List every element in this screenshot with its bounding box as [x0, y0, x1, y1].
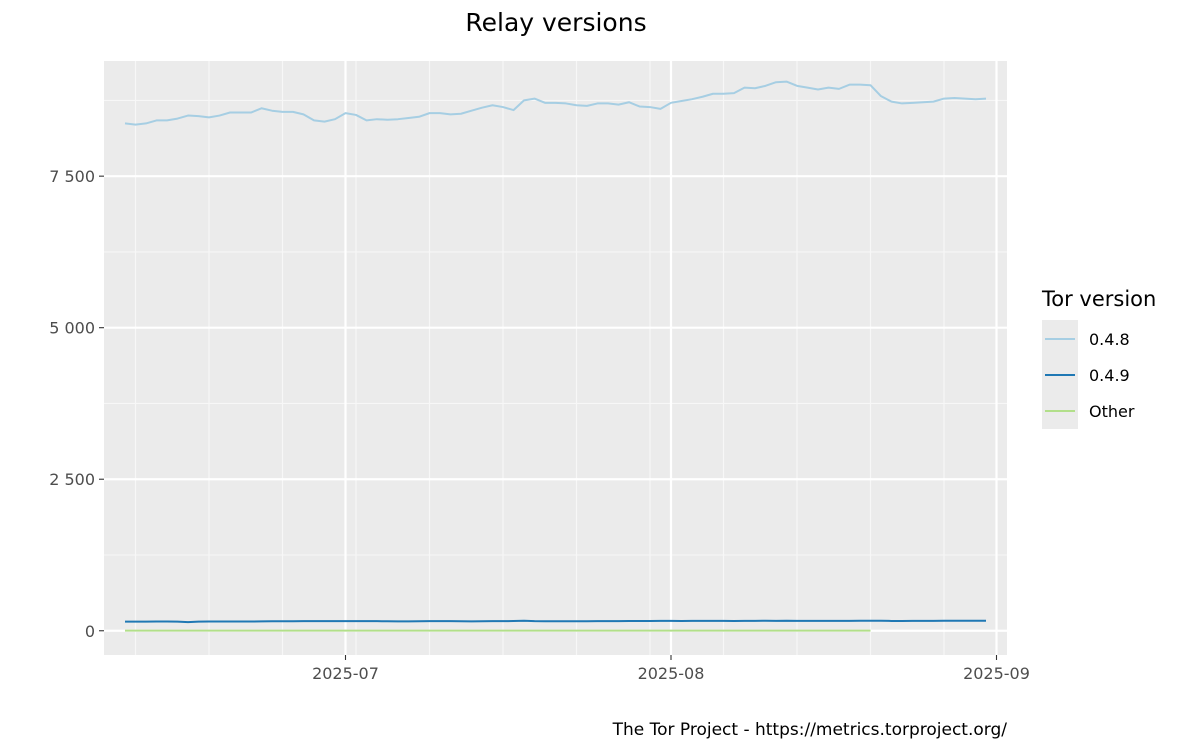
- legend-label-0-4-8: 0.4.8: [1089, 330, 1130, 349]
- legend-label-0-4-9: 0.4.9: [1089, 366, 1130, 385]
- x-tick-label: 2025-08: [638, 664, 705, 683]
- x-axis: 2025-07 2025-08 2025-09: [312, 655, 1030, 683]
- x-tick-label: 2025-09: [963, 664, 1030, 683]
- y-tick-label: 7 500: [49, 167, 95, 186]
- legend-title: Tor version: [1041, 287, 1156, 311]
- series-lines: [124, 80, 987, 632]
- legend: Tor version 0.4.8 0.4.9 Other: [1041, 287, 1156, 429]
- series-line-0-4-9: [125, 619, 986, 624]
- y-axis: 0 2 500 5 000 7 500: [49, 167, 104, 641]
- y-tick-label: 0: [85, 622, 95, 641]
- plot-panel: [104, 61, 1007, 655]
- legend-label-other: Other: [1089, 402, 1135, 421]
- minor-gridlines: [104, 61, 1007, 655]
- y-tick-label: 2 500: [49, 470, 95, 489]
- series-line-0-4-8: [124, 80, 987, 126]
- x-tick-label: 2025-07: [312, 664, 379, 683]
- y-tick-label: 5 000: [49, 319, 95, 338]
- chart-title: Relay versions: [465, 8, 646, 37]
- chart-caption: The Tor Project - https://metrics.torpro…: [612, 720, 1008, 740]
